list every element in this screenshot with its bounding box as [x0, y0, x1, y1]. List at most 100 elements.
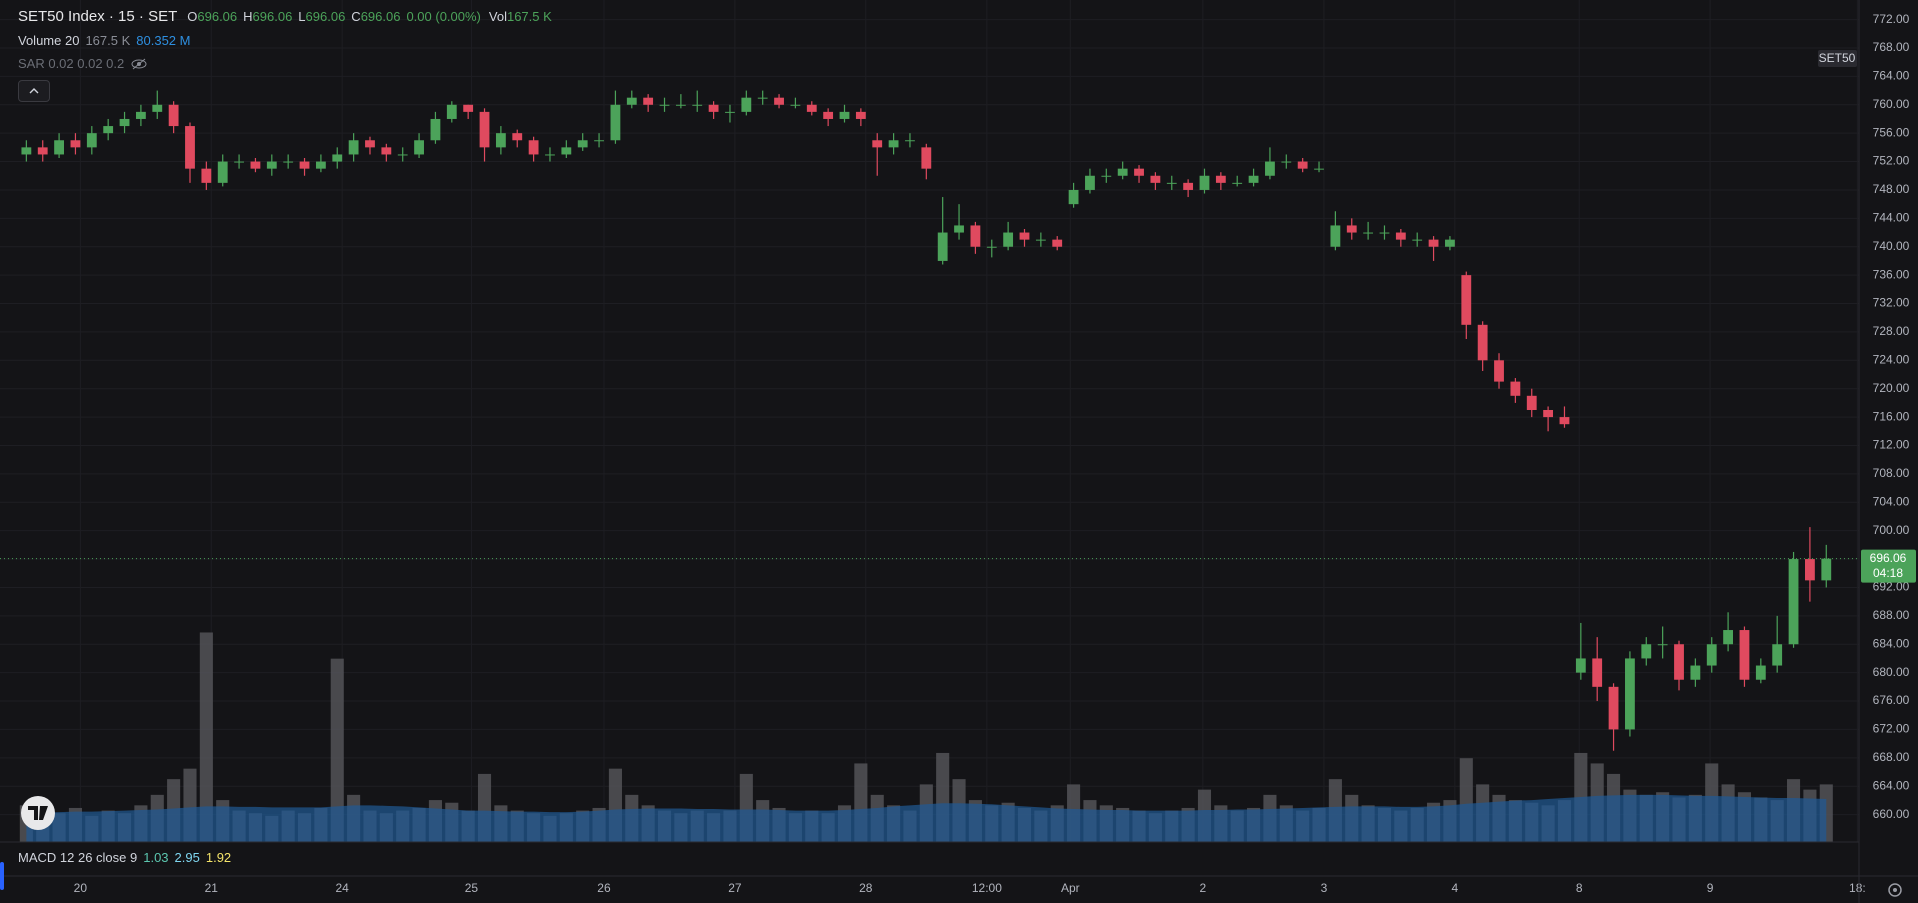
x-tick-label: 21 — [205, 881, 219, 895]
candle-body — [1314, 168, 1324, 170]
candle-body — [365, 140, 375, 148]
candle-body — [643, 97, 654, 105]
candle-body — [1166, 182, 1177, 184]
indicator-name: SAR 0.02 0.02 0.2 — [18, 56, 125, 71]
candle-body — [1297, 161, 1308, 169]
candle-body — [790, 104, 801, 106]
y-tick-label: 660.00 — [1873, 807, 1910, 821]
candle-body — [135, 111, 146, 119]
candle-body — [855, 111, 866, 119]
countdown-label: 04:18 — [1873, 566, 1903, 580]
logo — [21, 796, 55, 830]
candle-body — [1706, 644, 1717, 666]
legend-sar: SAR 0.02 0.02 0.2 — [18, 56, 148, 71]
y-tick-label: 708.00 — [1873, 466, 1910, 480]
candle-body — [1281, 161, 1292, 163]
candle-body — [446, 104, 457, 119]
candle-body — [986, 246, 997, 248]
y-tick-label: 684.00 — [1873, 636, 1910, 650]
volume-label: Vol — [488, 9, 507, 24]
symbol-tag: SET50 — [1819, 51, 1856, 65]
candle-body — [1575, 658, 1586, 673]
candle-body — [1428, 239, 1439, 247]
candle-body — [119, 118, 130, 127]
ohlc-value: 696.06 — [252, 9, 293, 24]
x-tick-label: 24 — [335, 881, 349, 895]
candle-body — [1543, 409, 1554, 418]
candle-body — [1183, 182, 1194, 190]
candle-body — [577, 140, 588, 148]
candle-body — [397, 154, 408, 156]
candle-body — [1608, 686, 1619, 730]
candle-body — [1248, 175, 1259, 183]
candle-body — [1641, 644, 1652, 659]
candle-body — [1199, 175, 1210, 190]
candle-body — [545, 154, 555, 156]
candle-body — [806, 104, 817, 112]
candle-body — [250, 161, 261, 169]
visibility-toggle[interactable] — [130, 57, 148, 71]
y-tick-label: 720.00 — [1873, 381, 1910, 395]
symbol-tag-box — [1818, 50, 1857, 67]
candle-body — [185, 126, 195, 169]
volume-ma-area — [26, 794, 1827, 842]
x-tick-label: 9 — [1707, 881, 1714, 895]
candle-body — [1821, 558, 1832, 581]
x-tick-label: 12:00 — [972, 881, 1002, 895]
y-tick-label: 728.00 — [1873, 324, 1910, 338]
y-tick-label: 768.00 — [1873, 40, 1910, 54]
ohlc-label: C — [351, 9, 361, 24]
candle-body — [970, 225, 981, 247]
candle-body — [54, 140, 64, 155]
candle-body — [1363, 232, 1374, 234]
candle-body — [1019, 232, 1030, 240]
indicator-value: 1.03 — [143, 850, 169, 865]
candle-body — [610, 104, 621, 141]
candle-body — [872, 140, 883, 148]
candle-body — [332, 154, 343, 162]
candle-body — [463, 104, 474, 112]
y-tick-label: 748.00 — [1873, 182, 1910, 196]
candle-body — [1625, 658, 1635, 730]
candle-body — [1395, 232, 1406, 240]
candle-body — [528, 140, 539, 155]
candle-body — [1788, 559, 1799, 645]
x-tick-label: Apr — [1061, 881, 1080, 895]
ohlc-label: H — [243, 9, 253, 24]
candle-body — [757, 97, 768, 99]
candle-body — [626, 97, 637, 105]
candle-body — [1330, 225, 1341, 247]
candle-body — [1052, 239, 1063, 247]
pane-handle[interactable] — [0, 862, 4, 890]
candle-body — [168, 104, 179, 127]
indicator-value: 2.95 — [174, 850, 200, 865]
y-tick-label: 716.00 — [1873, 409, 1910, 423]
candle-body — [1035, 239, 1046, 241]
x-tick-label: 28 — [859, 881, 873, 895]
candle-body — [1772, 644, 1783, 666]
x-tick-label: 20 — [74, 881, 88, 895]
candle-body — [1592, 658, 1603, 687]
settings-icon[interactable] — [1888, 883, 1902, 897]
y-tick-label: 744.00 — [1873, 211, 1910, 225]
candle-body — [1805, 559, 1815, 581]
volume-bar — [199, 632, 213, 842]
candle-body — [741, 97, 752, 112]
collapse-button[interactable] — [18, 80, 50, 102]
ohlc-value: 696.06 — [360, 9, 401, 24]
last-price-label: 696.06 — [1870, 551, 1907, 565]
candle-body — [86, 133, 97, 148]
volume-bar — [330, 658, 344, 842]
candle-body — [1723, 630, 1734, 645]
candle-body — [905, 140, 915, 142]
candle-body — [234, 161, 244, 163]
candle-body — [1085, 175, 1095, 190]
candle-body — [937, 232, 948, 261]
ohlc-label: L — [298, 9, 306, 24]
candle-body — [1117, 168, 1128, 176]
candle-body — [1265, 161, 1275, 176]
y-tick-label: 724.00 — [1873, 352, 1910, 366]
legend-volume: Volume 20 167.5 K 80.352 M — [18, 33, 190, 48]
